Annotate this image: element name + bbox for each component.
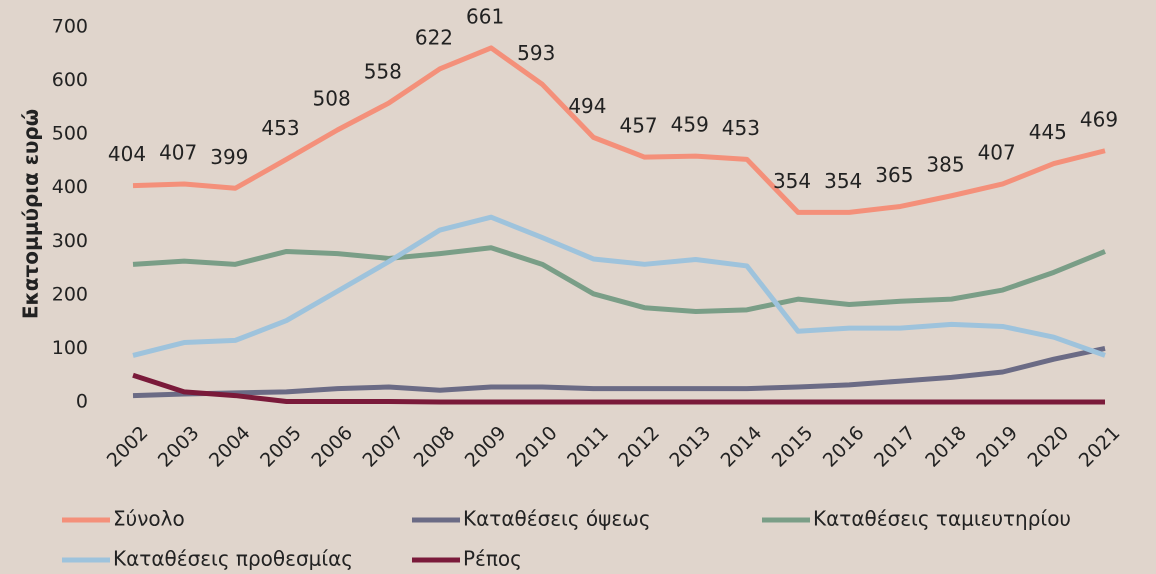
x-tick-label: 2010 (512, 422, 562, 472)
y-axis-label: Εκατομμύρια ευρώ (19, 109, 43, 319)
data-label: 407 (159, 140, 197, 164)
data-label: 404 (108, 142, 146, 166)
data-label: 469 (1080, 107, 1118, 131)
x-tick-label: 2021 (1075, 422, 1125, 472)
y-tick-label: 600 (52, 69, 88, 91)
x-tick-label: 2004 (205, 422, 255, 472)
x-tick-label: 2018 (921, 422, 971, 472)
legend-label: Ρέπος (463, 547, 522, 571)
x-tick-label: 2003 (154, 422, 204, 472)
x-tick-label: 2009 (461, 422, 511, 472)
data-label: 399 (210, 145, 248, 169)
x-tick-label: 2016 (819, 422, 869, 472)
data-label: 558 (364, 60, 402, 84)
series-line (132, 345, 1106, 399)
x-tick-label: 2005 (256, 422, 306, 472)
data-label: 354 (773, 169, 811, 193)
data-label: 445 (1029, 120, 1067, 144)
series-line (132, 214, 1106, 358)
y-tick-label: 500 (52, 123, 88, 145)
x-tick-label: 2019 (972, 422, 1022, 472)
legend-label: Σύνολο (113, 507, 185, 531)
data-label: 407 (978, 140, 1016, 164)
data-label: 354 (824, 169, 862, 193)
x-tick-label: 2002 (103, 422, 153, 472)
x-tick-label: 2015 (768, 422, 818, 472)
y-tick-label: 100 (52, 337, 88, 359)
x-tick-label: 2014 (717, 422, 767, 472)
data-label: 593 (517, 41, 555, 65)
y-tick-label: 0 (76, 391, 88, 413)
legend-label: Καταθέσεις όψεως (463, 507, 651, 531)
series-line (132, 245, 1106, 314)
data-label: 385 (926, 152, 964, 176)
data-label: 508 (313, 86, 351, 110)
data-label: 622 (415, 25, 453, 49)
y-tick-label: 300 (52, 230, 88, 252)
y-tick-label: 400 (52, 176, 88, 198)
x-tick-label: 2017 (870, 422, 920, 472)
x-tick-label: 2008 (410, 422, 460, 472)
data-label: 494 (568, 94, 606, 118)
x-tick-label: 2011 (563, 422, 613, 472)
legend-label: Καταθέσεις προθεσμίας (113, 547, 353, 571)
data-label: 453 (722, 116, 760, 140)
x-tick-label: 2013 (665, 422, 715, 472)
data-label: 453 (261, 116, 299, 140)
data-label: 661 (466, 4, 504, 28)
legend-label: Καταθέσεις ταμιευτηρίου (813, 507, 1071, 531)
x-tick-label: 2007 (358, 422, 408, 472)
x-tick-label: 2020 (1024, 422, 1074, 472)
data-label: 457 (619, 114, 657, 138)
y-tick-label: 200 (52, 283, 88, 305)
x-tick-label: 2012 (614, 422, 664, 472)
y-tick-label: 700 (52, 16, 88, 38)
x-tick-label: 2006 (307, 422, 357, 472)
data-label: 459 (671, 113, 709, 137)
series-line (132, 372, 1105, 405)
data-label: 365 (875, 163, 913, 187)
series-line (132, 45, 1106, 215)
